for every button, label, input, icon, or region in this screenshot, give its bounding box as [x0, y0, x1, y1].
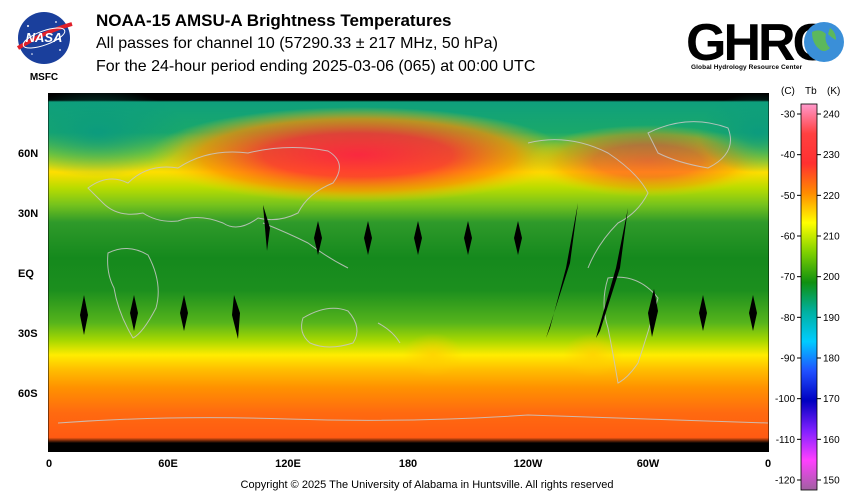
ghrc-logo: GHRC [686, 14, 844, 72]
colorbar-kelvin-label: 190 [823, 313, 840, 324]
colorbar: -30 240 -40 230 -50 220 -60 210 -70 200 -80 190 -90 1… [775, 103, 840, 491]
lat-label-60n: 60N [18, 148, 39, 160]
coastlines [57, 121, 769, 424]
copyright-footer: Copyright © 2025 The University of Alaba… [240, 479, 614, 491]
colorbar-kelvin-label: 180 [823, 354, 840, 365]
colorbar-kelvin-label: 150 [823, 476, 840, 487]
colorbar-kelvin-label: 160 [823, 435, 840, 446]
nasa-logo-text: NASA [26, 30, 63, 45]
nasa-logo: NASA MSFC [16, 12, 73, 83]
colorbar-kelvin-label: 220 [823, 191, 840, 202]
colorbar-ramp [800, 103, 818, 491]
data-gaps [80, 203, 757, 339]
nasa-logo-globe [18, 12, 70, 64]
colorbar-kelvin-label: 170 [823, 394, 840, 405]
period-subtitle: For the 24-hour period ending 2025-03-06… [96, 58, 536, 75]
colorbar-celsius-label: -50 [781, 191, 796, 202]
lon-label-120e: 120E [275, 458, 301, 470]
colorbar-celsius-label: -70 [781, 272, 796, 283]
colorbar-celsius-label: -90 [781, 354, 796, 365]
colorbar-celsius-label: -60 [781, 232, 796, 243]
colorbar-celsius-label: -80 [781, 313, 796, 324]
lat-label-30s: 30S [18, 328, 38, 340]
colorbar-celsius-label: -110 [776, 435, 796, 446]
lon-label-0-east: 0 [764, 458, 772, 470]
nasa-logo-swoosh [16, 22, 73, 50]
lat-label-60s: 60S [18, 388, 38, 400]
nasa-logo-caption: MSFC [30, 72, 58, 83]
colorbar-celsius-label: -100 [775, 394, 795, 405]
lon-label-180: 180 [398, 458, 418, 470]
colorbar-celsius-label: -120 [775, 476, 795, 487]
colorbar-unit-kelvin: (K) [827, 86, 841, 97]
colorbar-kelvin-label: 230 [823, 150, 840, 161]
colorbar-celsius-label: -30 [781, 110, 796, 121]
colorbar-celsius-label: -40 [781, 150, 796, 161]
lon-label-120w: 120W [513, 458, 543, 470]
colorbar-kelvin-label: 210 [823, 232, 840, 243]
lat-label-30n: 30N [18, 208, 39, 220]
lon-label-60e: 60E [158, 458, 178, 470]
arctic-warm-anomaly [148, 107, 568, 203]
brightness-temperature-map [48, 93, 769, 452]
colorbar-label-tb: Tb [805, 86, 817, 97]
channel-subtitle: All passes for channel 10 (57290.33 ± 21… [96, 35, 498, 52]
lon-label-0-west: 0 [45, 458, 53, 470]
colorbar-unit-celsius: (C) [781, 86, 795, 97]
page-title: NOAA-15 AMSU-A Brightness Temperatures [96, 11, 452, 30]
colorbar-kelvin-label: 200 [823, 272, 840, 283]
colorbar-kelvin-label: 240 [823, 110, 840, 121]
header: NOAA-15 AMSU-A Brightness Temperatures A… [96, 10, 535, 78]
ghrc-logo-caption: Global Hydrology Resource Center [691, 64, 803, 71]
lat-label-eq: EQ [18, 268, 34, 280]
lon-label-60w: 60W [636, 458, 660, 470]
